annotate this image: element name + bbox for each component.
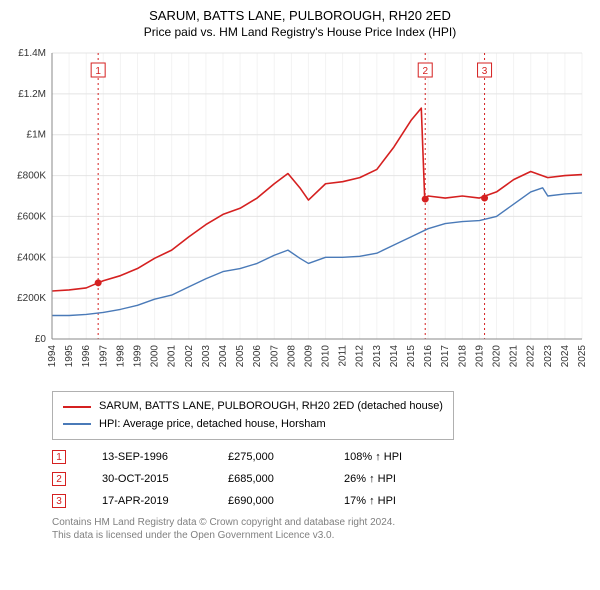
event-date: 13-SEP-1996 xyxy=(102,451,192,463)
svg-text:£1.4M: £1.4M xyxy=(18,48,46,59)
svg-text:2023: 2023 xyxy=(543,345,554,368)
svg-text:2006: 2006 xyxy=(252,345,263,368)
events-table: 1 13-SEP-1996 £275,000 108% ↑ HPI 2 30-OCT-20… xyxy=(52,450,592,508)
svg-text:£200K: £200K xyxy=(17,293,46,304)
event-pct: 26% ↑ HPI xyxy=(344,473,444,485)
event-date: 30-OCT-2015 xyxy=(102,473,192,485)
svg-text:2000: 2000 xyxy=(150,345,161,368)
event-pct: 17% ↑ HPI xyxy=(344,495,444,507)
svg-text:2025: 2025 xyxy=(577,345,588,368)
svg-text:1994: 1994 xyxy=(47,345,58,368)
event-pct: 108% ↑ HPI xyxy=(344,451,444,463)
svg-text:1999: 1999 xyxy=(132,345,143,368)
event-price: £685,000 xyxy=(228,473,308,485)
legend-swatch xyxy=(63,423,91,425)
footnote-licence: This data is licensed under the Open Gov… xyxy=(52,530,592,541)
chart-title: SARUM, BATTS LANE, PULBOROUGH, RH20 2ED xyxy=(8,8,592,23)
svg-text:3: 3 xyxy=(482,66,488,77)
svg-text:2014: 2014 xyxy=(389,345,400,368)
svg-text:2013: 2013 xyxy=(372,345,383,368)
event-marker: 2 xyxy=(52,472,66,486)
svg-text:2011: 2011 xyxy=(338,345,349,367)
svg-text:2016: 2016 xyxy=(423,345,434,368)
svg-text:£1M: £1M xyxy=(27,130,46,141)
event-date: 17-APR-2019 xyxy=(102,495,192,507)
svg-text:2004: 2004 xyxy=(218,345,229,368)
svg-text:£400K: £400K xyxy=(17,252,46,263)
footnote-copyright: Contains HM Land Registry data © Crown c… xyxy=(52,516,592,530)
svg-text:2015: 2015 xyxy=(406,345,417,368)
event-row: 2 30-OCT-2015 £685,000 26% ↑ HPI xyxy=(52,472,592,486)
svg-text:1998: 1998 xyxy=(115,345,126,368)
svg-text:£0: £0 xyxy=(35,334,47,345)
svg-text:£600K: £600K xyxy=(17,211,46,222)
event-row: 3 17-APR-2019 £690,000 17% ↑ HPI xyxy=(52,494,592,508)
event-marker: 1 xyxy=(52,450,66,464)
legend-row: SARUM, BATTS LANE, PULBOROUGH, RH20 2ED … xyxy=(63,398,443,416)
svg-text:2017: 2017 xyxy=(440,345,451,368)
svg-text:2022: 2022 xyxy=(526,345,537,368)
legend: SARUM, BATTS LANE, PULBOROUGH, RH20 2ED … xyxy=(8,391,592,440)
legend-label: SARUM, BATTS LANE, PULBOROUGH, RH20 2ED … xyxy=(99,398,443,416)
svg-text:1996: 1996 xyxy=(81,345,92,368)
event-marker: 3 xyxy=(52,494,66,508)
svg-text:1: 1 xyxy=(95,66,101,77)
svg-text:2008: 2008 xyxy=(286,345,297,368)
svg-text:2003: 2003 xyxy=(201,345,212,368)
svg-text:2001: 2001 xyxy=(167,345,178,368)
chart-subtitle: Price paid vs. HM Land Registry's House … xyxy=(8,25,592,39)
svg-text:2002: 2002 xyxy=(184,345,195,368)
legend-row: HPI: Average price, detached house, Hors… xyxy=(63,416,443,434)
svg-text:2024: 2024 xyxy=(560,345,571,368)
svg-text:2018: 2018 xyxy=(457,345,468,368)
svg-text:2021: 2021 xyxy=(509,345,520,368)
svg-text:2010: 2010 xyxy=(321,345,332,368)
event-price: £275,000 xyxy=(228,451,308,463)
chart-area: 1 2 3 £0 £200K £400K £600K £800K £1M £1.2M £1.4M 19… xyxy=(8,47,592,387)
event-row: 1 13-SEP-1996 £275,000 108% ↑ HPI xyxy=(52,450,592,464)
legend-label: HPI: Average price, detached house, Hors… xyxy=(99,416,326,434)
svg-text:1997: 1997 xyxy=(98,345,109,368)
legend-swatch xyxy=(63,406,91,408)
svg-text:2019: 2019 xyxy=(474,345,485,368)
svg-text:2005: 2005 xyxy=(235,345,246,368)
price-chart-svg: 1 2 3 £0 £200K £400K £600K £800K £1M £1.2M £1.4M 19… xyxy=(8,47,592,387)
svg-text:1995: 1995 xyxy=(64,345,75,368)
svg-text:£1.2M: £1.2M xyxy=(18,89,46,100)
svg-text:2: 2 xyxy=(422,66,428,77)
event-price: £690,000 xyxy=(228,495,308,507)
svg-text:2020: 2020 xyxy=(492,345,503,368)
svg-text:2009: 2009 xyxy=(303,345,314,368)
svg-text:£800K: £800K xyxy=(17,171,46,182)
svg-text:2012: 2012 xyxy=(355,345,366,368)
svg-text:2007: 2007 xyxy=(269,345,280,368)
